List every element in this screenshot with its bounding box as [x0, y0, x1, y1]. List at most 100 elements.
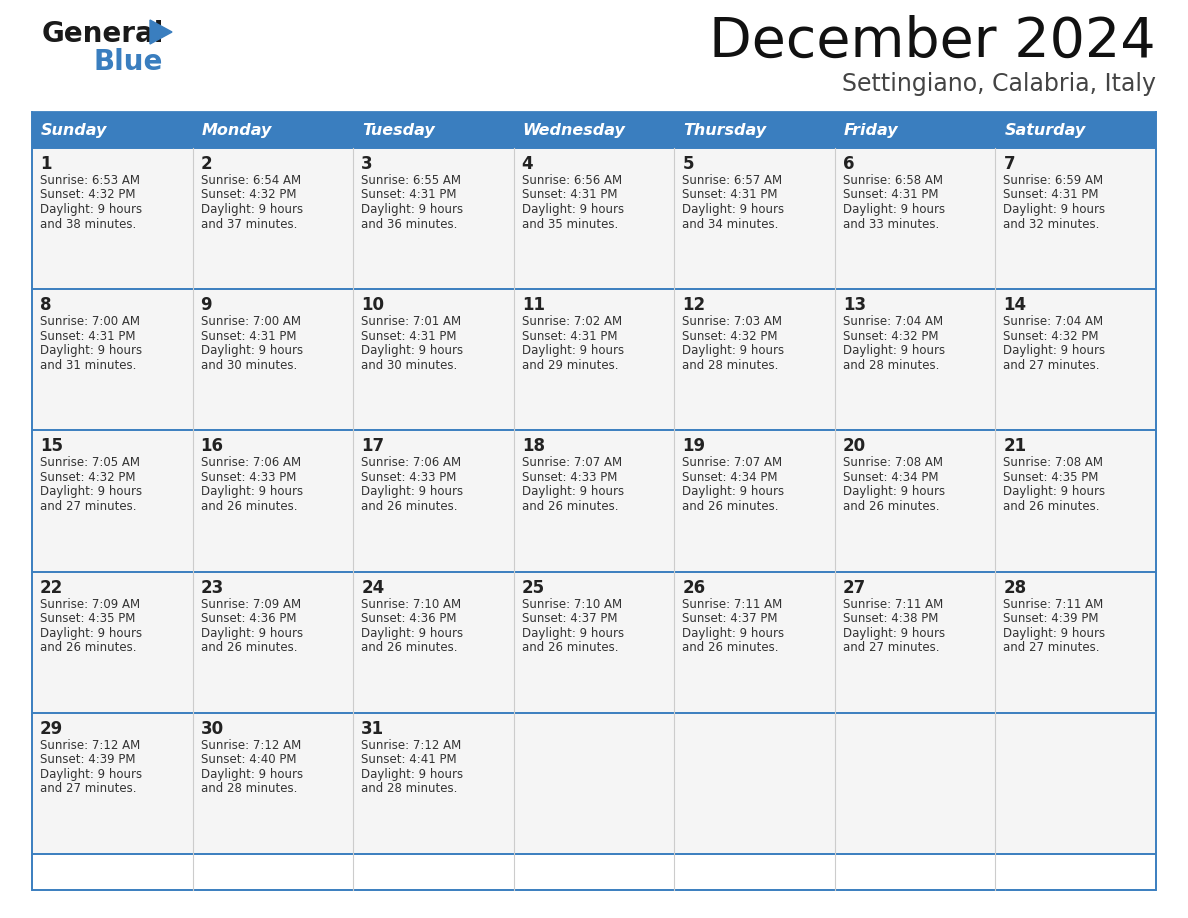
Text: and 28 minutes.: and 28 minutes.: [842, 359, 940, 372]
Text: and 33 minutes.: and 33 minutes.: [842, 218, 939, 230]
Text: Daylight: 9 hours: Daylight: 9 hours: [361, 627, 463, 640]
Text: Sunrise: 7:12 AM: Sunrise: 7:12 AM: [40, 739, 140, 752]
Text: Daylight: 9 hours: Daylight: 9 hours: [1004, 203, 1106, 216]
Text: Sunset: 4:33 PM: Sunset: 4:33 PM: [361, 471, 456, 484]
Text: Daylight: 9 hours: Daylight: 9 hours: [201, 627, 303, 640]
Text: and 26 minutes.: and 26 minutes.: [1004, 500, 1100, 513]
Text: 21: 21: [1004, 437, 1026, 455]
Text: Sunset: 4:31 PM: Sunset: 4:31 PM: [1004, 188, 1099, 201]
Text: and 26 minutes.: and 26 minutes.: [361, 500, 457, 513]
Bar: [32, 289, 1156, 431]
Text: Sunrise: 7:07 AM: Sunrise: 7:07 AM: [522, 456, 621, 469]
Text: Sunset: 4:34 PM: Sunset: 4:34 PM: [842, 471, 939, 484]
Text: 31: 31: [361, 720, 384, 738]
Text: Daylight: 9 hours: Daylight: 9 hours: [1004, 627, 1106, 640]
Text: Daylight: 9 hours: Daylight: 9 hours: [40, 203, 143, 216]
Text: Saturday: Saturday: [1004, 122, 1086, 138]
Text: 29: 29: [40, 720, 63, 738]
Text: Monday: Monday: [202, 122, 272, 138]
Text: Sunday: Sunday: [42, 122, 107, 138]
Text: Sunrise: 6:56 AM: Sunrise: 6:56 AM: [522, 174, 621, 187]
Text: and 34 minutes.: and 34 minutes.: [682, 218, 778, 230]
Text: 13: 13: [842, 297, 866, 314]
Text: Sunset: 4:37 PM: Sunset: 4:37 PM: [522, 612, 618, 625]
Text: Daylight: 9 hours: Daylight: 9 hours: [201, 767, 303, 781]
Text: and 32 minutes.: and 32 minutes.: [1004, 218, 1100, 230]
Text: Daylight: 9 hours: Daylight: 9 hours: [361, 486, 463, 498]
Text: and 28 minutes.: and 28 minutes.: [201, 782, 297, 795]
Text: Sunset: 4:32 PM: Sunset: 4:32 PM: [201, 188, 296, 201]
Text: Sunset: 4:32 PM: Sunset: 4:32 PM: [1004, 330, 1099, 342]
Text: and 27 minutes.: and 27 minutes.: [842, 641, 940, 655]
Bar: [32, 712, 1156, 854]
Text: Daylight: 9 hours: Daylight: 9 hours: [1004, 486, 1106, 498]
Text: Sunrise: 6:58 AM: Sunrise: 6:58 AM: [842, 174, 943, 187]
Text: Sunrise: 6:54 AM: Sunrise: 6:54 AM: [201, 174, 301, 187]
Text: Blue: Blue: [94, 48, 164, 76]
Text: 14: 14: [1004, 297, 1026, 314]
Text: Daylight: 9 hours: Daylight: 9 hours: [682, 203, 784, 216]
Text: 23: 23: [201, 578, 223, 597]
Text: and 36 minutes.: and 36 minutes.: [361, 218, 457, 230]
Text: and 26 minutes.: and 26 minutes.: [201, 500, 297, 513]
Text: Sunset: 4:31 PM: Sunset: 4:31 PM: [361, 188, 456, 201]
Text: Sunset: 4:31 PM: Sunset: 4:31 PM: [40, 330, 135, 342]
Text: Daylight: 9 hours: Daylight: 9 hours: [522, 627, 624, 640]
Text: Sunset: 4:32 PM: Sunset: 4:32 PM: [682, 330, 778, 342]
Text: 12: 12: [682, 297, 706, 314]
Text: 28: 28: [1004, 578, 1026, 597]
Text: and 35 minutes.: and 35 minutes.: [522, 218, 618, 230]
Text: and 37 minutes.: and 37 minutes.: [201, 218, 297, 230]
Text: and 26 minutes.: and 26 minutes.: [40, 641, 137, 655]
Text: Sunrise: 7:10 AM: Sunrise: 7:10 AM: [361, 598, 461, 610]
Text: Sunset: 4:35 PM: Sunset: 4:35 PM: [1004, 471, 1099, 484]
Text: 3: 3: [361, 155, 373, 173]
Text: Sunrise: 7:11 AM: Sunrise: 7:11 AM: [1004, 598, 1104, 610]
Bar: [32, 148, 1156, 289]
Text: 30: 30: [201, 720, 223, 738]
Text: Sunset: 4:37 PM: Sunset: 4:37 PM: [682, 612, 778, 625]
Text: and 26 minutes.: and 26 minutes.: [522, 500, 618, 513]
Text: Sunset: 4:33 PM: Sunset: 4:33 PM: [522, 471, 617, 484]
Text: Sunrise: 7:10 AM: Sunrise: 7:10 AM: [522, 598, 621, 610]
Text: and 38 minutes.: and 38 minutes.: [40, 218, 137, 230]
Text: Daylight: 9 hours: Daylight: 9 hours: [40, 627, 143, 640]
Text: Sunrise: 7:08 AM: Sunrise: 7:08 AM: [1004, 456, 1104, 469]
Text: 5: 5: [682, 155, 694, 173]
Text: Daylight: 9 hours: Daylight: 9 hours: [1004, 344, 1106, 357]
Text: Sunset: 4:41 PM: Sunset: 4:41 PM: [361, 754, 456, 767]
Text: Friday: Friday: [843, 122, 898, 138]
Text: 22: 22: [40, 578, 63, 597]
Text: Sunset: 4:32 PM: Sunset: 4:32 PM: [842, 330, 939, 342]
Text: and 29 minutes.: and 29 minutes.: [522, 359, 618, 372]
Text: Sunset: 4:33 PM: Sunset: 4:33 PM: [201, 471, 296, 484]
Text: Sunrise: 7:04 AM: Sunrise: 7:04 AM: [1004, 315, 1104, 329]
Text: Sunset: 4:31 PM: Sunset: 4:31 PM: [201, 330, 296, 342]
Text: 24: 24: [361, 578, 385, 597]
Text: Daylight: 9 hours: Daylight: 9 hours: [842, 344, 944, 357]
Text: Daylight: 9 hours: Daylight: 9 hours: [361, 767, 463, 781]
Text: 6: 6: [842, 155, 854, 173]
Text: Sunrise: 7:02 AM: Sunrise: 7:02 AM: [522, 315, 621, 329]
Text: Sunrise: 7:07 AM: Sunrise: 7:07 AM: [682, 456, 783, 469]
Text: General: General: [42, 20, 164, 48]
Text: Sunset: 4:39 PM: Sunset: 4:39 PM: [40, 754, 135, 767]
Text: Sunset: 4:32 PM: Sunset: 4:32 PM: [40, 471, 135, 484]
Text: Sunrise: 7:01 AM: Sunrise: 7:01 AM: [361, 315, 461, 329]
Text: Daylight: 9 hours: Daylight: 9 hours: [682, 344, 784, 357]
Text: 27: 27: [842, 578, 866, 597]
Text: Sunrise: 7:09 AM: Sunrise: 7:09 AM: [201, 598, 301, 610]
Text: and 28 minutes.: and 28 minutes.: [682, 359, 778, 372]
Text: Daylight: 9 hours: Daylight: 9 hours: [522, 344, 624, 357]
Text: 4: 4: [522, 155, 533, 173]
Text: Sunset: 4:31 PM: Sunset: 4:31 PM: [842, 188, 939, 201]
Text: Sunrise: 7:08 AM: Sunrise: 7:08 AM: [842, 456, 943, 469]
Text: Daylight: 9 hours: Daylight: 9 hours: [682, 627, 784, 640]
Text: Daylight: 9 hours: Daylight: 9 hours: [40, 344, 143, 357]
Text: and 26 minutes.: and 26 minutes.: [842, 500, 940, 513]
Text: and 26 minutes.: and 26 minutes.: [201, 641, 297, 655]
Text: Sunrise: 6:55 AM: Sunrise: 6:55 AM: [361, 174, 461, 187]
Text: 2: 2: [201, 155, 213, 173]
Text: Sunset: 4:34 PM: Sunset: 4:34 PM: [682, 471, 778, 484]
Text: Daylight: 9 hours: Daylight: 9 hours: [682, 486, 784, 498]
